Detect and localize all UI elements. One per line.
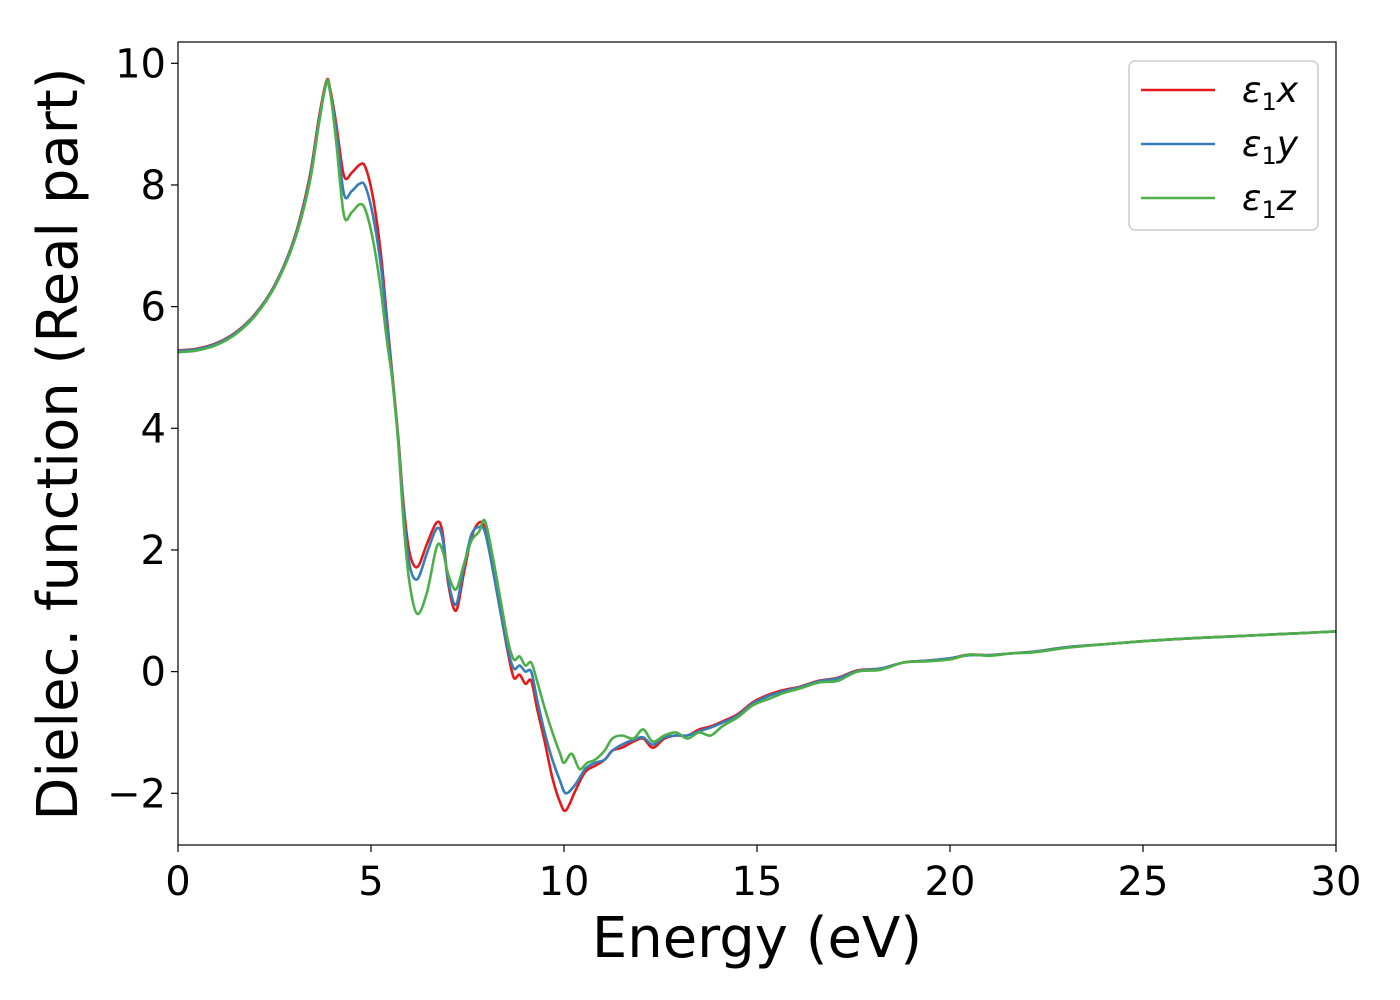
y-tick-label: 2	[141, 528, 166, 574]
x-tick-label: 0	[165, 859, 190, 905]
legend-symbol: ε	[1242, 124, 1261, 165]
legend-subscript: 1	[1261, 88, 1276, 116]
legend-symbol: ε	[1242, 70, 1261, 111]
legend-label-z: ε1z	[1242, 178, 1297, 224]
legend-box	[1128, 60, 1319, 231]
x-tick-label: 15	[732, 859, 783, 905]
y-axis-title: Dielec. function (Real part)	[26, 67, 91, 820]
legend-component: y	[1276, 124, 1299, 165]
y-tick-label: 6	[141, 285, 166, 331]
legend-label-y: ε1y	[1242, 124, 1299, 170]
legend-component: x	[1276, 70, 1299, 111]
x-axis-title: Energy (eV)	[592, 906, 922, 971]
series-line-z	[178, 78, 1336, 771]
x-tick-label: 20	[925, 859, 976, 905]
y-tick-label: −2	[107, 771, 166, 817]
y-tick-label: 0	[141, 650, 166, 696]
legend-subscript: 1	[1261, 196, 1276, 224]
x-tick-label: 5	[358, 859, 383, 905]
legend-subscript: 1	[1261, 142, 1276, 170]
y-axis-ticks: −2 0 2 4 6 8 10	[107, 41, 178, 817]
x-tick-label: 10	[539, 859, 590, 905]
legend-symbol: ε	[1242, 178, 1261, 219]
x-tick-label: 25	[1118, 859, 1169, 905]
y-tick-label: 8	[141, 163, 166, 209]
x-axis-ticks: 0 5 10 15 20 25 30	[165, 845, 1361, 905]
y-tick-label: 10	[115, 41, 166, 87]
legend-label-x: ε1x	[1242, 70, 1299, 116]
series-layer	[178, 77, 1336, 813]
y-tick-label: 4	[141, 406, 166, 452]
x-tick-label: 30	[1311, 859, 1362, 905]
legend-component: z	[1276, 178, 1297, 219]
